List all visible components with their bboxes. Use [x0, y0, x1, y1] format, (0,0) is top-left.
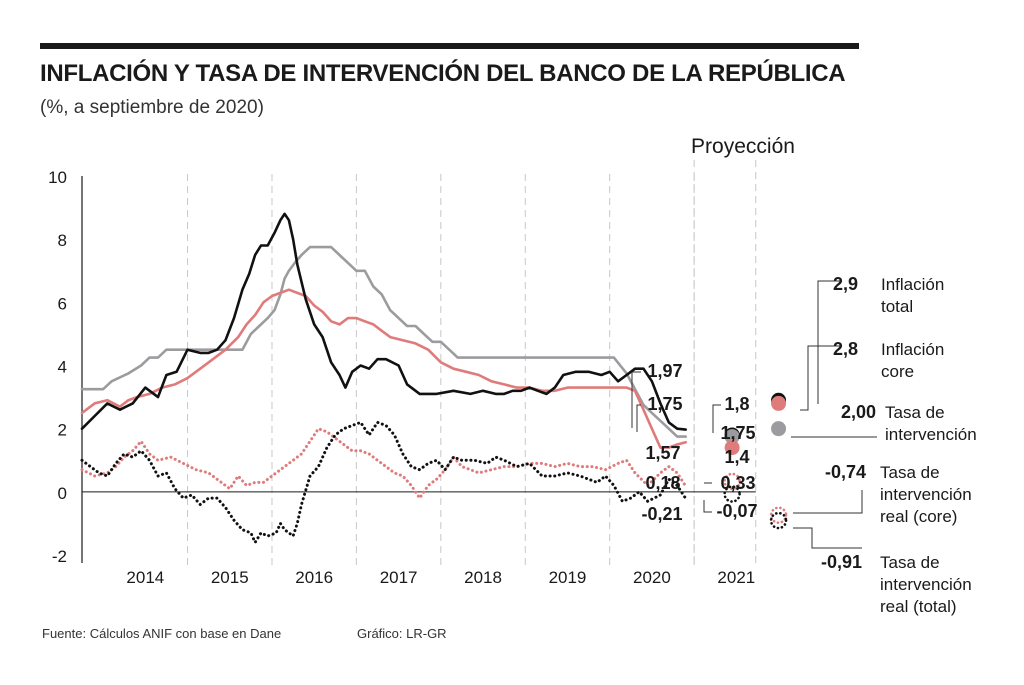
end-label-leader — [631, 371, 641, 428]
projection-2021-leader — [703, 500, 712, 513]
x-tick-label: 2016 — [295, 568, 333, 587]
y-tick-label: 8 — [58, 231, 67, 250]
projection-2022-name: total — [881, 297, 913, 316]
series-lines — [80, 212, 688, 544]
chart-subtitle: (%, a septiembre de 2020) — [40, 97, 264, 118]
projection-2021-label: 1,8 — [724, 394, 749, 414]
value-labels: 1,97 1,75 1,57 0,18 -0,21 1,8 1,75 1,4 0,33 -0,07… — [631, 274, 977, 616]
source-note: Fuente: Cálculos ANIF con base en Dane — [42, 626, 282, 641]
projection-2021-label: 1,75 — [720, 423, 755, 443]
projection-2022-name: Tasa de — [880, 553, 940, 572]
series-inflacion_total — [80, 212, 687, 431]
x-tick-label: 2018 — [464, 568, 502, 587]
projection-point-tasa_intervencion — [724, 429, 740, 445]
projection-2022-name: core — [881, 362, 914, 381]
projection-2022-value: -0,91 — [821, 552, 862, 572]
x-tick-label: 2019 — [549, 568, 587, 587]
y-tick-label: 2 — [58, 421, 67, 440]
projection-2022-value: 2,00 — [841, 402, 876, 422]
end-label-leader — [636, 404, 641, 432]
projection-point-real_total — [769, 511, 788, 530]
end-value-label: 0,18 — [645, 473, 680, 493]
projection-2022-leader — [793, 527, 862, 549]
y-tick-label: 6 — [58, 294, 67, 313]
projection-2022-value: -0,74 — [825, 462, 866, 482]
projection-2022-name: Inflación — [881, 275, 944, 294]
end-value-label: 1,57 — [645, 443, 680, 463]
projection-2022-name: intervención — [885, 425, 977, 444]
x-tick-label: 2015 — [211, 568, 249, 587]
x-tick-label: 2014 — [126, 568, 164, 587]
projection-2022-value: 2,9 — [833, 274, 858, 294]
projection-2022-leader — [793, 490, 863, 514]
series-real_core — [80, 427, 688, 500]
projection-2021-label: -0,07 — [716, 501, 757, 521]
axes: 10 8 6 4 2 0 -2 2014 2015 2016 2017 2018 2019 2020 202… — [48, 135, 795, 587]
title-rule — [40, 43, 859, 49]
projection-2022-leader — [800, 345, 842, 411]
end-value-label: -0,21 — [641, 504, 682, 524]
projection-point-tasa_intervencion — [771, 421, 787, 437]
projection-point-real_core — [769, 506, 788, 525]
projection-label: Proyección — [691, 135, 795, 158]
projection-2022-name: Inflación — [881, 340, 944, 359]
projection-2022-name: real (core) — [880, 507, 957, 526]
chart-title: INFLACIÓN Y TASA DE INTERVENCIÓN DEL BAN… — [40, 60, 846, 87]
projection-point-real_core — [723, 472, 741, 491]
credit-note: Gráfico: LR-GR — [357, 626, 447, 641]
projection-2022-name: Tasa de — [880, 463, 940, 482]
projection-points — [723, 392, 788, 530]
y-tick-label: -2 — [52, 547, 67, 566]
x-tick-label: 2020 — [633, 568, 671, 587]
end-value-label: 1,97 — [647, 361, 682, 381]
x-tick-label: 2017 — [380, 568, 418, 587]
projection-2022-name: real (total) — [880, 597, 957, 616]
series-inflacion_core — [80, 288, 687, 449]
projection-2022-name: intervención — [880, 485, 972, 504]
end-value-label: 1,75 — [647, 394, 682, 414]
projection-2021-label: 1,4 — [724, 447, 749, 467]
projection-2021-label: 0,33 — [720, 473, 755, 493]
projection-2022-value: 2,8 — [833, 339, 858, 359]
series-tasa_intervencion — [80, 245, 687, 438]
x-tick-label: 2021 — [717, 568, 755, 587]
y-tick-label: 10 — [48, 168, 67, 187]
projection-point-inflacion_core — [771, 395, 787, 411]
projection-2022-name: Tasa de — [885, 403, 945, 422]
projection-2022-name: intervención — [880, 575, 972, 594]
projection-2022-leader — [817, 280, 842, 404]
y-tick-label: 0 — [58, 484, 67, 503]
y-tick-label: 4 — [58, 358, 67, 377]
projection-point-real_total — [723, 485, 741, 503]
projection-point-inflacion_core — [724, 440, 740, 456]
series-real_total — [80, 420, 688, 544]
projection-2021-leader — [712, 404, 721, 433]
